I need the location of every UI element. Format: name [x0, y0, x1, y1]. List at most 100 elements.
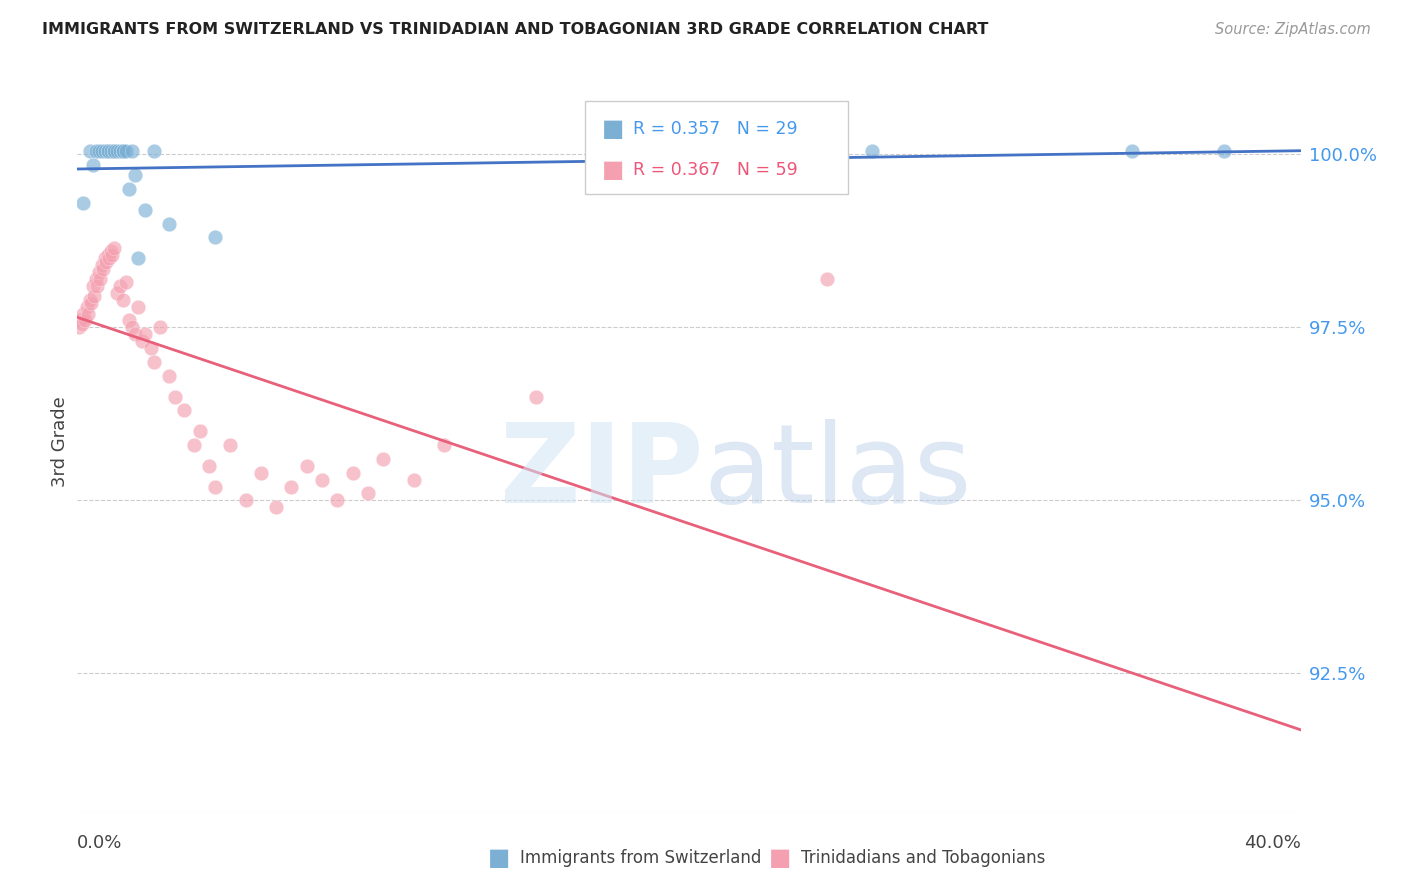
Point — [139, 341, 162, 355]
Point — [402, 473, 425, 487]
Point — [100, 144, 122, 158]
Point — [105, 285, 128, 300]
Point — [433, 438, 456, 452]
Text: ■: ■ — [602, 159, 624, 182]
Point — [124, 168, 146, 182]
Point — [91, 261, 114, 276]
Text: Trinidadians and Tobagonians: Trinidadians and Tobagonians — [801, 849, 1046, 867]
Text: ■: ■ — [769, 847, 792, 870]
Point — [79, 144, 101, 158]
Point — [295, 458, 318, 473]
Point — [67, 320, 90, 334]
Point — [128, 300, 150, 314]
Point — [115, 144, 138, 158]
Point — [86, 278, 108, 293]
Text: 0.0%: 0.0% — [77, 834, 122, 852]
Point — [94, 144, 117, 158]
Point — [97, 144, 120, 158]
Point — [862, 144, 884, 158]
Point — [97, 144, 120, 158]
Point — [112, 144, 135, 158]
Point — [280, 479, 302, 493]
Point — [219, 438, 242, 452]
Point — [87, 144, 110, 158]
Point — [124, 327, 146, 342]
Point — [100, 244, 122, 259]
Text: ZIP: ZIP — [499, 419, 703, 526]
Point — [128, 251, 150, 265]
Point — [89, 272, 111, 286]
Point — [73, 313, 96, 327]
Text: R = 0.357   N = 29: R = 0.357 N = 29 — [633, 120, 797, 137]
Text: Source: ZipAtlas.com: Source: ZipAtlas.com — [1215, 22, 1371, 37]
Point — [264, 500, 287, 515]
Point — [157, 217, 180, 231]
Point — [198, 458, 221, 473]
Point — [70, 317, 93, 331]
Point — [103, 144, 125, 158]
Point — [1213, 144, 1236, 158]
Point — [90, 144, 112, 158]
Point — [108, 278, 131, 293]
Point — [188, 424, 211, 438]
Point — [311, 473, 333, 487]
Point — [72, 306, 94, 320]
Point — [326, 493, 349, 508]
Point — [98, 251, 121, 265]
Point — [118, 313, 141, 327]
Point — [1121, 144, 1143, 158]
Text: atlas: atlas — [703, 419, 972, 526]
Point — [76, 300, 98, 314]
Text: IMMIGRANTS FROM SWITZERLAND VS TRINIDADIAN AND TOBAGONIAN 3RD GRADE CORRELATION : IMMIGRANTS FROM SWITZERLAND VS TRINIDADI… — [42, 22, 988, 37]
Point — [96, 254, 118, 268]
Point — [134, 202, 156, 217]
Point — [118, 182, 141, 196]
Point — [80, 296, 103, 310]
Point — [105, 144, 128, 158]
Point — [342, 466, 364, 480]
Point — [87, 265, 110, 279]
Point — [69, 313, 91, 327]
Text: Immigrants from Switzerland: Immigrants from Switzerland — [520, 849, 762, 867]
Point — [112, 144, 135, 158]
Point — [357, 486, 380, 500]
Point — [250, 466, 273, 480]
Point — [97, 248, 120, 262]
Point — [165, 390, 187, 404]
Point — [149, 320, 172, 334]
Point — [371, 451, 394, 466]
Text: ■: ■ — [602, 117, 624, 141]
Point — [183, 438, 205, 452]
Point — [84, 272, 107, 286]
Point — [121, 144, 143, 158]
Point — [131, 334, 153, 349]
Point — [134, 327, 156, 342]
Point — [173, 403, 195, 417]
Point — [103, 144, 125, 158]
Point — [524, 390, 547, 404]
Point — [77, 306, 100, 320]
Text: R = 0.367   N = 59: R = 0.367 N = 59 — [633, 161, 797, 179]
Point — [94, 251, 117, 265]
Point — [815, 272, 838, 286]
Text: 40.0%: 40.0% — [1244, 834, 1301, 852]
Point — [142, 144, 165, 158]
Point — [83, 289, 105, 303]
Point — [84, 144, 107, 158]
Y-axis label: 3rd Grade: 3rd Grade — [51, 396, 69, 487]
Point — [142, 355, 165, 369]
Point — [115, 276, 138, 290]
Point — [82, 158, 104, 172]
Point — [204, 479, 226, 493]
Point — [112, 293, 135, 307]
Point — [72, 195, 94, 210]
Text: ■: ■ — [488, 847, 510, 870]
Point — [90, 258, 112, 272]
Point — [103, 241, 125, 255]
Point — [204, 230, 226, 244]
Point — [82, 278, 104, 293]
Point — [108, 144, 131, 158]
Point — [101, 248, 124, 262]
Point — [121, 320, 143, 334]
Point — [79, 293, 101, 307]
